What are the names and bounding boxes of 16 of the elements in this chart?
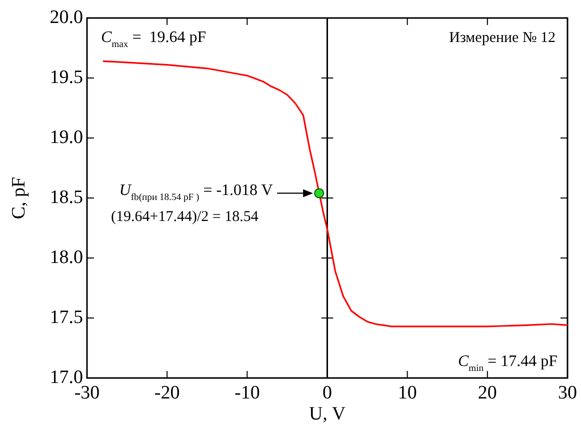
x-tick-label: 30 bbox=[558, 382, 577, 404]
y-tick-label: 18.5 bbox=[50, 186, 83, 208]
y-tick-label: 18.0 bbox=[50, 246, 83, 268]
y-tick-label: 19.5 bbox=[50, 66, 83, 88]
x-tick-label: -20 bbox=[154, 382, 180, 404]
y-tick-label: 19.0 bbox=[50, 126, 83, 148]
annotation: (19.64+17.44)/2 = 18.54 bbox=[111, 209, 259, 226]
y-axis-title: C, pF bbox=[8, 176, 30, 220]
x-tick-label: 20 bbox=[478, 382, 497, 404]
x-tick-label: 10 bbox=[398, 382, 417, 404]
x-tick-label: -10 bbox=[234, 382, 260, 404]
x-axis-title: U, V bbox=[308, 404, 346, 425]
x-tick-label: 0 bbox=[322, 382, 332, 404]
y-tick-label: 20.0 bbox=[50, 6, 83, 28]
y-tick-label: 17.5 bbox=[50, 306, 83, 328]
annotation: Измерение № 12 bbox=[449, 30, 556, 46]
